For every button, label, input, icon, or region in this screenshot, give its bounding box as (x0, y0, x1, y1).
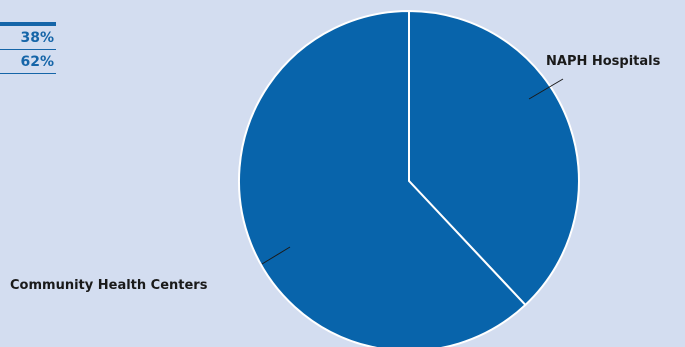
slice-label-community-health-centers: Community Health Centers (10, 278, 208, 293)
legend-top-rule (0, 22, 56, 26)
slice-label-naph-hospitals: NAPH Hospitals (546, 54, 661, 69)
percentage-legend: 38% 62% (0, 22, 56, 74)
pie-slice-community-health-centers (238, 9, 527, 347)
leader-line-community-health-centers (261, 246, 291, 265)
leader-line-naph-hospitals (528, 78, 564, 100)
legend-value-naph-hospitals: 38% (0, 26, 56, 50)
pie-slice-naph-hospitals (408, 9, 580, 307)
pie-slices (238, 9, 580, 347)
legend-value-community-health-centers: 62% (0, 50, 56, 74)
